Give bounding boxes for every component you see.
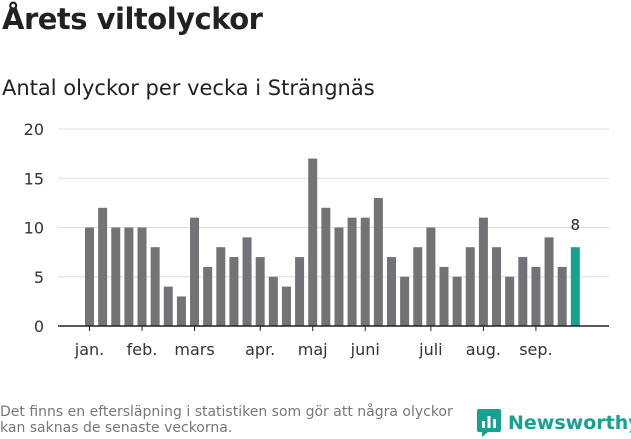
x-tick-label: maj [298,340,328,359]
brand-logo: Newsworthy [476,408,631,438]
bar [557,266,567,326]
bar [386,257,396,326]
bar [373,197,383,326]
y-tick-label: 5 [34,268,44,287]
bar [360,217,370,326]
bar [255,257,265,326]
bar [505,276,515,326]
x-tick-label: juli [418,340,442,359]
bar [229,257,239,326]
x-tick-label: jan. [74,340,104,359]
chart-title: Årets viltolyckor [2,2,263,36]
bar [478,217,488,326]
bar [242,237,252,326]
bar [150,247,160,326]
y-tick-label: 20 [24,120,44,139]
y-tick-label: 0 [34,317,44,336]
y-tick-label: 15 [24,169,44,188]
bar [544,237,554,326]
bar [124,227,134,326]
bar [439,266,449,326]
x-tick-label: sep. [519,340,552,359]
x-tick-label: juni [350,340,380,359]
newsworthy-logo-icon [477,409,501,437]
bar [281,286,291,326]
bar [163,286,173,326]
bar-chart: 0 5 10 15 20 8 jan. feb. mars apr. maj juni juli aug.… [24,120,609,359]
y-tick-label: 10 [24,219,44,238]
highlight-value-label: 8 [571,216,581,234]
x-tick-label: apr. [245,340,275,359]
bar [216,247,226,326]
bar [400,276,410,326]
bar [308,158,318,326]
bar [518,257,528,326]
chart-subtitle: Antal olyckor per vecka i Strängnäs [2,76,375,100]
x-tick-label: mars [174,340,214,359]
x-tick-label: feb. [127,340,158,359]
brand-name: Newsworthy [508,412,631,434]
bar [570,247,580,326]
bar [413,247,423,326]
bar [268,276,278,326]
x-tick-label: aug. [466,340,501,359]
bar [203,266,213,326]
bar [137,227,147,326]
bar [85,227,94,326]
bar [176,296,186,326]
footnote: Det finns en eftersläpning i statistiken… [0,404,453,436]
bar [347,217,357,326]
bar [465,247,475,326]
bar [295,257,305,326]
bar [334,227,344,326]
bar [531,266,541,326]
bar [111,227,121,326]
bar [452,276,462,326]
bar [426,227,436,326]
bar [98,207,108,326]
bar [492,247,502,326]
bar [321,207,331,326]
bar [190,217,200,326]
